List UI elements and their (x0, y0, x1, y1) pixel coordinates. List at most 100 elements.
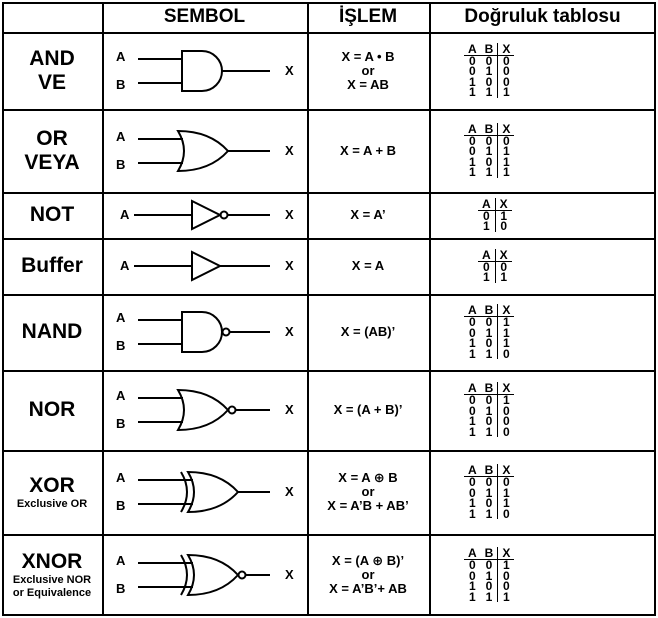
gate-symbol-nand (138, 311, 270, 353)
expression-line: X = (A ⊕ B)’ (331, 553, 405, 568)
gate-name-xnor: XNOR Exclusive NOR or Equivalence (2, 534, 102, 616)
truth-table-cell: 1 (497, 337, 515, 349)
truth-table-cell: 1 (497, 316, 515, 328)
gate-name-line: VE (37, 70, 66, 94)
truth-table-cell: 1 (485, 506, 493, 521)
header-truth-table: Doğruluk tablosu (464, 6, 621, 27)
truth-table-cell: 1 (468, 496, 476, 510)
truth-table-cell: 1 (485, 85, 493, 99)
row-divider (2, 534, 656, 536)
truth-table-cell: 1 (468, 154, 476, 169)
expression-line: X = AB (347, 76, 389, 92)
output-label-x: X (285, 484, 294, 499)
row-divider (2, 238, 656, 240)
gate-symbol-xor (138, 470, 270, 514)
gate-symbol-buffer (134, 250, 270, 282)
truth-table-cell: 0 (485, 53, 493, 68)
gate-name-or: OR VEYA (2, 109, 102, 192)
truth-table-cell: 1 (497, 394, 515, 406)
truth-table-cell: 1 (497, 559, 515, 571)
truth-table-cell: 1 (497, 327, 515, 338)
truth-table-cell: 1 (482, 219, 490, 233)
truth-table-cell: 0 (497, 508, 515, 519)
truth-table-cell: 0 (497, 415, 515, 427)
gate-name-line: NAND (21, 320, 83, 343)
truth-table-cell: 1 (497, 145, 515, 157)
gate-expression-buffer: X = A (307, 238, 429, 294)
truth-table-cell: 0 (497, 348, 515, 359)
truth-table-header: X (494, 197, 512, 211)
truth-table-header: A (464, 122, 481, 136)
truth-table-header: X (497, 464, 515, 477)
truth-table-cell: 1 (485, 325, 493, 340)
truth-table-cell: 1 (497, 591, 515, 602)
truth-table-header: A (464, 382, 481, 395)
truth-table-cell: 0 (485, 558, 493, 572)
truth-table-cell: 1 (494, 271, 512, 283)
truth-table-header: X (497, 304, 515, 317)
gate-symbol-nor (138, 388, 270, 432)
gate-symbol-xnor (138, 553, 270, 597)
input-label-a: A (116, 388, 126, 403)
truth-table-header: A (478, 248, 496, 262)
gate-name-xor: XOR Exclusive OR (2, 450, 102, 534)
truth-table-cell: 0 (468, 403, 476, 418)
truth-table-cell: 0 (485, 315, 493, 329)
truth-table-cell: 0 (468, 144, 476, 158)
truth-table-header: B (480, 304, 498, 317)
gate-name-nor: NOR (2, 370, 102, 450)
row-divider (2, 294, 656, 296)
truth-table-cell: 1 (468, 74, 476, 89)
expression-line: X = A’B’+ AB (329, 581, 407, 596)
gate-name-line: VEYA (24, 150, 80, 174)
truth-table-cell: 0 (468, 485, 476, 500)
truth-table-cell: 1 (468, 579, 476, 593)
truth-table-header: A (478, 197, 496, 211)
truth-table-cell: 0 (468, 325, 476, 340)
gate-subtitle: or Equivalence (12, 587, 92, 599)
output-label-x: X (285, 258, 294, 273)
truth-table-cell: 1 (485, 403, 493, 418)
gate-expression-or: X = A + B (307, 109, 429, 192)
truth-table-cell: 0 (468, 558, 476, 572)
gate-symbol-or (138, 129, 270, 172)
truth-table-cell: 1 (482, 270, 490, 284)
expression-line: or (361, 62, 375, 78)
output-label-x: X (285, 402, 294, 417)
input-label-a: A (116, 48, 126, 64)
truth-table-header: X (497, 547, 515, 560)
truth-table-header: B (480, 547, 498, 560)
truth-table-cell: 0 (485, 154, 493, 169)
input-label-b: B (116, 76, 126, 92)
truth-table-cell: 0 (494, 261, 512, 273)
column-divider (654, 2, 656, 616)
column-divider (307, 2, 309, 616)
truth-table-cell: 0 (468, 315, 476, 329)
gate-name-nand: NAND (2, 294, 102, 370)
expression-line: X = A’ (350, 207, 386, 222)
truth-table-cell: 1 (485, 424, 493, 439)
truth-table-cell: 1 (485, 165, 493, 179)
truth-table-cell: 1 (468, 336, 476, 350)
row-divider (2, 450, 656, 452)
truth-table-cell: 0 (468, 53, 476, 68)
gate-name-line: XOR (29, 473, 75, 497)
truth-table-cell: 0 (497, 570, 515, 581)
truth-table-cell: 0 (497, 65, 515, 77)
truth-table-cell: 1 (485, 144, 493, 158)
input-label-a: A (116, 553, 126, 568)
column-divider (429, 2, 431, 616)
truth-table-cell: 0 (485, 414, 493, 428)
input-label-b: B (116, 581, 126, 596)
truth-table-cell: 0 (497, 580, 515, 592)
input-label-b: B (116, 338, 126, 353)
column-divider (102, 2, 104, 616)
